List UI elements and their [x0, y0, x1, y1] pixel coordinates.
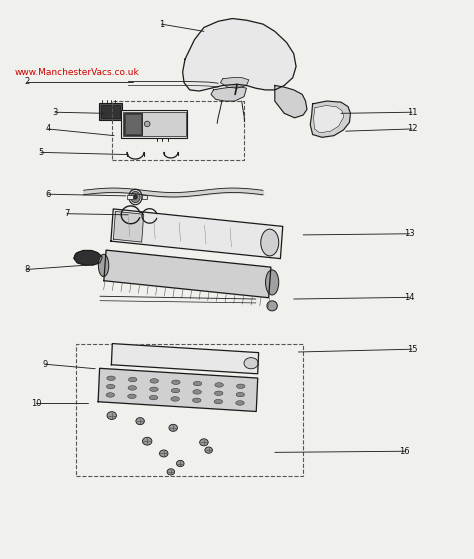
Ellipse shape	[261, 229, 279, 256]
Polygon shape	[275, 86, 307, 118]
Text: 8: 8	[24, 265, 29, 274]
Text: 1: 1	[159, 20, 164, 29]
Text: 2: 2	[24, 77, 29, 86]
Ellipse shape	[215, 383, 223, 387]
Text: 6: 6	[46, 190, 51, 198]
Bar	[99, 103, 122, 120]
Ellipse shape	[143, 437, 152, 445]
Text: 16: 16	[400, 447, 410, 456]
Ellipse shape	[107, 411, 117, 419]
Text: 15: 15	[407, 345, 417, 354]
Text: 14: 14	[404, 293, 415, 302]
Ellipse shape	[169, 424, 177, 432]
Text: 3: 3	[52, 108, 58, 117]
Ellipse shape	[267, 301, 277, 311]
Ellipse shape	[193, 390, 201, 394]
Ellipse shape	[136, 418, 145, 425]
Ellipse shape	[131, 191, 140, 202]
Text: 12: 12	[407, 125, 417, 134]
Bar	[76, 344, 303, 476]
Polygon shape	[310, 101, 350, 138]
Text: 13: 13	[404, 229, 415, 238]
Polygon shape	[182, 18, 296, 91]
Ellipse shape	[150, 378, 158, 383]
Ellipse shape	[176, 461, 184, 467]
Bar	[121, 110, 187, 138]
Text: 4: 4	[46, 125, 51, 134]
Ellipse shape	[236, 392, 245, 397]
Ellipse shape	[149, 395, 158, 400]
Polygon shape	[98, 368, 258, 411]
Ellipse shape	[192, 398, 201, 402]
Ellipse shape	[244, 358, 258, 369]
Polygon shape	[74, 250, 102, 265]
Ellipse shape	[134, 195, 137, 199]
Text: 9: 9	[43, 360, 48, 369]
Text: 7: 7	[64, 209, 70, 218]
Ellipse shape	[150, 387, 158, 391]
Ellipse shape	[106, 393, 115, 397]
Ellipse shape	[205, 447, 212, 453]
Text: 5: 5	[38, 148, 44, 157]
Ellipse shape	[99, 254, 109, 277]
Ellipse shape	[172, 380, 180, 385]
Bar	[124, 113, 142, 135]
Ellipse shape	[128, 394, 136, 399]
Ellipse shape	[193, 381, 202, 386]
Bar	[128, 195, 133, 199]
Ellipse shape	[236, 401, 244, 405]
Bar	[125, 114, 141, 134]
Ellipse shape	[237, 384, 245, 389]
Ellipse shape	[167, 469, 174, 475]
Ellipse shape	[107, 385, 115, 389]
Ellipse shape	[128, 377, 137, 382]
Polygon shape	[111, 209, 283, 259]
Bar	[143, 195, 147, 199]
Polygon shape	[211, 87, 246, 101]
Text: 10: 10	[31, 399, 41, 408]
Bar	[112, 101, 244, 160]
Text: 11: 11	[407, 108, 417, 117]
Polygon shape	[104, 250, 271, 298]
Ellipse shape	[107, 376, 115, 381]
Ellipse shape	[200, 439, 208, 446]
Ellipse shape	[214, 399, 223, 404]
Polygon shape	[113, 211, 144, 242]
Bar	[123, 112, 186, 136]
Polygon shape	[220, 78, 249, 88]
Ellipse shape	[128, 386, 137, 390]
Ellipse shape	[265, 270, 279, 295]
Bar	[101, 105, 120, 119]
Ellipse shape	[171, 389, 180, 393]
Text: www.ManchesterVacs.co.uk: www.ManchesterVacs.co.uk	[15, 68, 140, 77]
Ellipse shape	[129, 189, 142, 205]
Polygon shape	[111, 344, 259, 374]
Ellipse shape	[171, 397, 179, 401]
Ellipse shape	[159, 450, 168, 457]
Ellipse shape	[145, 121, 150, 127]
Polygon shape	[314, 106, 344, 133]
Ellipse shape	[214, 391, 223, 396]
